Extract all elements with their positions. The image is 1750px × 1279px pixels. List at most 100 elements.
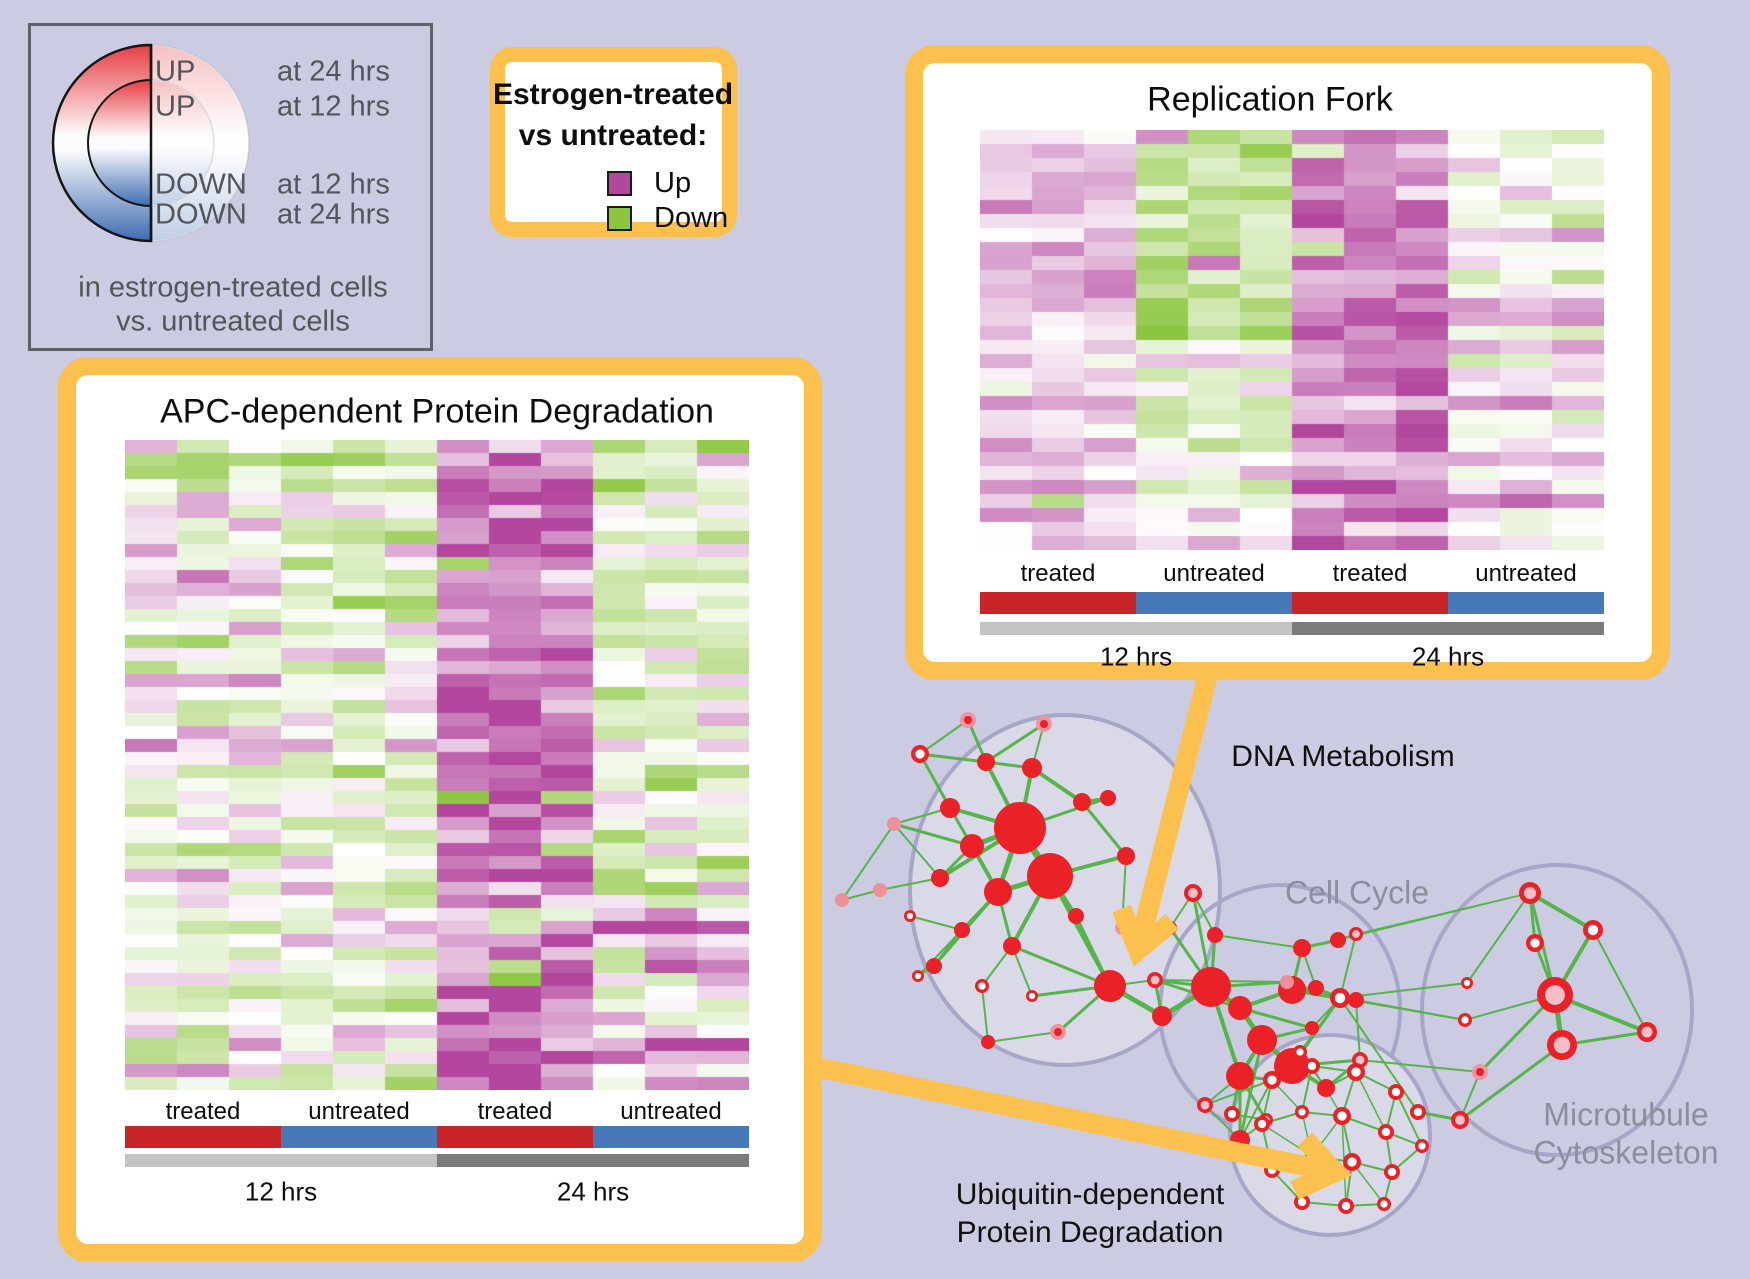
color-key-item-up: Up	[607, 167, 691, 200]
ring-time-label: at 12 hrs	[277, 90, 390, 123]
network-node-solid	[1191, 967, 1231, 1007]
network-node-ring-center	[1334, 992, 1346, 1004]
network-node-ring-center	[1418, 1142, 1426, 1150]
network-node-solid	[931, 869, 949, 887]
cluster-ellipse-microtubule-cytoskeleton	[1420, 863, 1694, 1157]
network-node-pale	[887, 817, 901, 831]
network-node-ring-center	[1461, 1016, 1469, 1024]
network-edge	[1395, 1091, 1423, 1147]
network-edge	[1459, 1043, 1563, 1122]
network-edge	[879, 877, 941, 891]
network-edge	[1239, 1079, 1273, 1141]
network-node-ring-center	[1455, 1115, 1465, 1125]
network-node-solid	[1068, 908, 1084, 924]
network-node-ring-center	[1296, 1048, 1304, 1056]
network-node-ring-center	[906, 912, 914, 920]
network-edge	[1299, 997, 1341, 1053]
treatment-bar-treated	[980, 592, 1136, 614]
inner-ring-left	[87, 78, 152, 208]
network-node-ring-center	[1530, 938, 1540, 948]
column-group-label-treated: treated	[477, 1098, 553, 1125]
ring-time-label: at 24 hrs	[277, 55, 390, 88]
network-node-ring-center	[1227, 1109, 1237, 1119]
network-node-ring-center	[1298, 1108, 1306, 1116]
network-edge	[987, 1031, 1059, 1043]
time-span-label: 24 hrs	[556, 1176, 630, 1207]
network-edge	[981, 985, 989, 1043]
network-node-solid	[1003, 937, 1021, 955]
network-node-ring-center	[1341, 1201, 1351, 1211]
network-edge	[1528, 891, 1595, 932]
network-node-ring-center	[1380, 1200, 1388, 1208]
color-key-title-line1: Estrogen-treated	[492, 78, 734, 111]
replication-fork-heatmap	[980, 130, 1604, 550]
network-edge	[1238, 1039, 1264, 1141]
time-span-bar	[980, 622, 1292, 635]
network-edge	[1466, 892, 1531, 984]
network-edge	[1355, 892, 1531, 935]
connector-arrowhead	[1112, 905, 1179, 967]
network-edge	[985, 722, 1045, 764]
treatment-bar-treated	[1292, 592, 1448, 614]
legend-caption-line1: in estrogen-treated cells	[78, 271, 388, 304]
network-node-solid	[994, 802, 1046, 854]
network-edge	[1592, 929, 1648, 1033]
network-node-ring-center	[1351, 1067, 1361, 1077]
up-color-swatch	[607, 171, 632, 196]
ring-updown-label: UP	[155, 55, 196, 88]
cluster-label-ubiquitin-dependent-protein-degradation-line1: Ubiquitin-dependent	[955, 1178, 1225, 1211]
network-node-solid	[984, 878, 1012, 906]
column-group-label-treated: treated	[1020, 560, 1096, 587]
network-node-solid	[1317, 1079, 1335, 1097]
network-edge	[1239, 1006, 1313, 1030]
time-span-bar	[1292, 622, 1604, 635]
network-node-solid	[1094, 970, 1126, 1002]
time-span-label: 24 hrs	[1411, 641, 1485, 672]
network-node-solid	[1330, 932, 1346, 948]
network-node-ring-center	[1413, 1107, 1423, 1117]
network-node-ring-center	[978, 982, 986, 990]
network-edge	[919, 719, 969, 755]
network-edge	[1359, 1059, 1481, 1073]
network-node-ring-center	[1391, 1087, 1401, 1097]
network-edge	[1214, 934, 1303, 949]
down-label: Down	[654, 202, 729, 234]
network-node-halo-center	[964, 716, 972, 724]
network-edge	[1080, 801, 1128, 857]
network-node-solid	[1308, 980, 1324, 996]
network-edge	[1339, 997, 1419, 1113]
network-edge	[1011, 944, 1111, 988]
network-node-ring-center	[1337, 1111, 1347, 1121]
network-edge	[919, 752, 987, 764]
network-edge	[1030, 766, 1084, 804]
apc-panel-title: APC-dependent Protein Degradation	[160, 392, 714, 431]
updown-legend-box	[28, 23, 433, 351]
network-node-solid	[1293, 939, 1311, 957]
treatment-bar-untreated	[281, 1126, 437, 1148]
network-node-ring-center	[1463, 979, 1471, 987]
network-edge	[1204, 1079, 1273, 1106]
time-span-bar	[437, 1154, 749, 1167]
network-node-ring-center	[1387, 1167, 1397, 1177]
network-node-solid	[1247, 1025, 1277, 1055]
network-edge	[841, 823, 895, 901]
color-key-box	[490, 47, 737, 237]
network-node-ring-center	[1307, 1061, 1317, 1071]
treatment-bar-untreated	[1136, 592, 1292, 614]
time-span-bar	[125, 1154, 437, 1167]
network-edge	[917, 929, 963, 977]
network-edge	[893, 823, 941, 879]
up-label: Up	[654, 167, 692, 199]
network-node-ring-center	[1257, 1119, 1267, 1129]
network-edge	[1355, 1071, 1387, 1133]
connector-arrow-shaft	[818, 1058, 1324, 1180]
network-node-ring-center	[914, 972, 922, 980]
network-node-ring-center	[1150, 975, 1160, 985]
network-node-solid	[954, 922, 970, 938]
cluster-label-dna-metabolism: DNA Metabolism	[1231, 740, 1455, 773]
legend-caption-line2: vs. untreated cells	[116, 305, 350, 338]
network-node-solid	[1226, 1062, 1254, 1090]
connector-arrowhead	[1290, 1132, 1352, 1200]
network-node-solid	[1100, 790, 1116, 806]
